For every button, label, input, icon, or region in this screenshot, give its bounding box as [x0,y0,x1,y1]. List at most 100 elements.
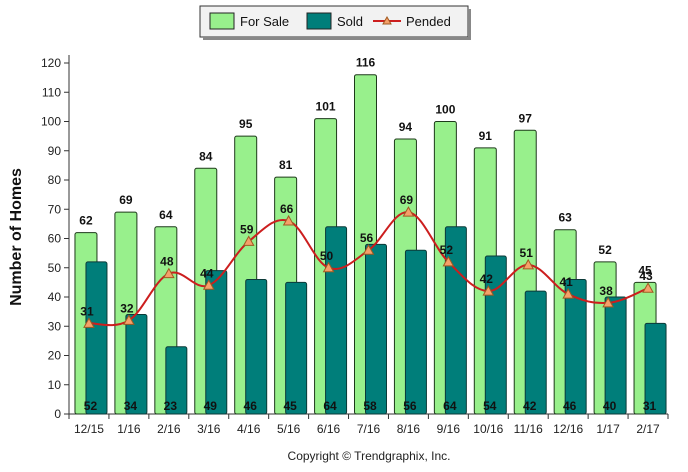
sold-bar [644,322,667,415]
y-tick-label: 30 [48,319,62,333]
legend: For Sale Sold Pended [199,5,471,40]
for-sale-value-label: 81 [279,158,293,172]
copyright-footer: Copyright © Trendgraphix, Inc. [288,449,451,463]
y-tick-label: 70 [48,202,62,216]
sold-value-label: 56 [403,399,417,413]
sold-value-label: 23 [164,399,178,413]
pended-marker [522,258,535,270]
sold-value-label: 42 [523,399,537,413]
sold-value-label: 31 [643,399,657,413]
pended-value-label: 69 [400,193,414,207]
for-sale-value-label: 116 [356,56,376,70]
data-labels: 62 69 64 84 95 81 101 116 94 100 91 97 63 52 45 52 34 23 4… [79,56,656,413]
pended-value-label: 52 [440,243,454,257]
pended-value-label: 44 [200,266,214,280]
for-sale-value-label: 62 [79,214,93,228]
legend-label-sold: Sold [337,14,363,29]
y-tick-label: 20 [48,349,62,363]
x-tick-label: 4/16 [237,422,261,436]
legend-label-for-sale: For Sale [240,14,289,29]
for-sale-value-label: 64 [159,208,173,222]
legend-label-pended: Pended [406,14,451,29]
for-sale-value-label: 63 [558,211,572,225]
pended-marker [162,267,175,279]
x-tick-label: 1/17 [596,422,620,436]
x-tick-label: 2/16 [157,422,181,436]
legend-frame-shadow [468,9,471,40]
pended-value-label: 50 [320,249,334,263]
pended-marker [602,296,614,308]
pended-marker [322,261,335,273]
for-sale-value-label: 45 [638,263,652,277]
sold-bar [325,226,348,415]
sold-bar [604,296,627,415]
y-tick-label: 100 [41,115,61,129]
y-tick-label: 80 [48,173,62,187]
x-tick-label: 8/16 [397,422,421,436]
pended-value-label: 38 [599,284,613,298]
for-sale-value-label: 101 [316,100,336,114]
sold-value-label: 45 [283,399,297,413]
pended-value-label: 48 [160,255,174,269]
y-tick-label: 0 [54,407,61,421]
pended-marker [642,282,654,293]
pended-marker [442,255,455,267]
x-tick-label: 10/16 [473,422,503,436]
x-tick-label: 12/16 [553,422,583,436]
sold-bar [205,270,228,415]
y-tick-label: 120 [41,56,61,70]
pended-marker [123,314,135,325]
sold-bar [85,261,108,415]
sold-value-label: 64 [323,399,337,413]
y-tick-label: 10 [48,378,62,392]
pended-marker [362,244,375,255]
for-sale-value-label: 97 [519,111,533,125]
pended-value-label: 43 [639,269,653,283]
sold-value-label: 40 [603,399,617,413]
pended-marker [242,235,255,246]
sold-bar [285,281,308,415]
y-tick-label: 60 [48,232,62,246]
x-tick-label: 5/16 [277,422,301,436]
sold-value-label: 46 [563,399,577,413]
legend-swatch-for-sale [209,12,235,30]
for-sale-value-label: 91 [479,129,493,143]
x-tick-label: 12/15 [74,422,104,436]
legend-frame-shadow-bottom [203,37,471,40]
sold-value-label: 54 [483,399,497,413]
legend-marker-pended [382,15,392,25]
x-tick-label: 3/16 [197,422,221,436]
pended-marker [562,288,575,299]
sold-bars [85,226,667,415]
sold-bar [524,290,547,415]
pended-value-label: 66 [280,202,294,216]
y-tick-label: 40 [48,290,62,304]
pended-value-label: 32 [120,301,134,315]
pended-marker [282,214,295,226]
legend-swatch-sold [306,12,332,30]
for-sale-value-label: 100 [435,103,455,117]
for-sale-value-label: 52 [598,243,612,257]
sold-value-label: 52 [84,399,98,413]
for-sale-value-label: 94 [399,120,413,134]
pended-value-label: 41 [559,275,573,289]
pended-value-label: 59 [240,222,254,236]
x-tick-label: 2/17 [636,422,660,436]
for-sale-value-label: 95 [239,117,253,131]
legend-frame [199,5,469,38]
sold-bar [564,278,587,415]
sold-bar [404,249,427,415]
x-tick-label: 1/16 [117,422,141,436]
sold-bar [165,346,188,415]
sold-value-label: 49 [204,399,218,413]
sold-value-label: 64 [443,399,457,413]
pended-marker [482,285,495,296]
sold-bar [245,278,268,415]
pended-line [83,206,654,328]
pended-value-label: 56 [360,231,374,245]
for-sale-value-label: 69 [119,193,133,207]
x-tick-label: 11/16 [514,422,543,436]
pended-marker [402,206,415,217]
y-tick-label: 90 [48,144,62,158]
